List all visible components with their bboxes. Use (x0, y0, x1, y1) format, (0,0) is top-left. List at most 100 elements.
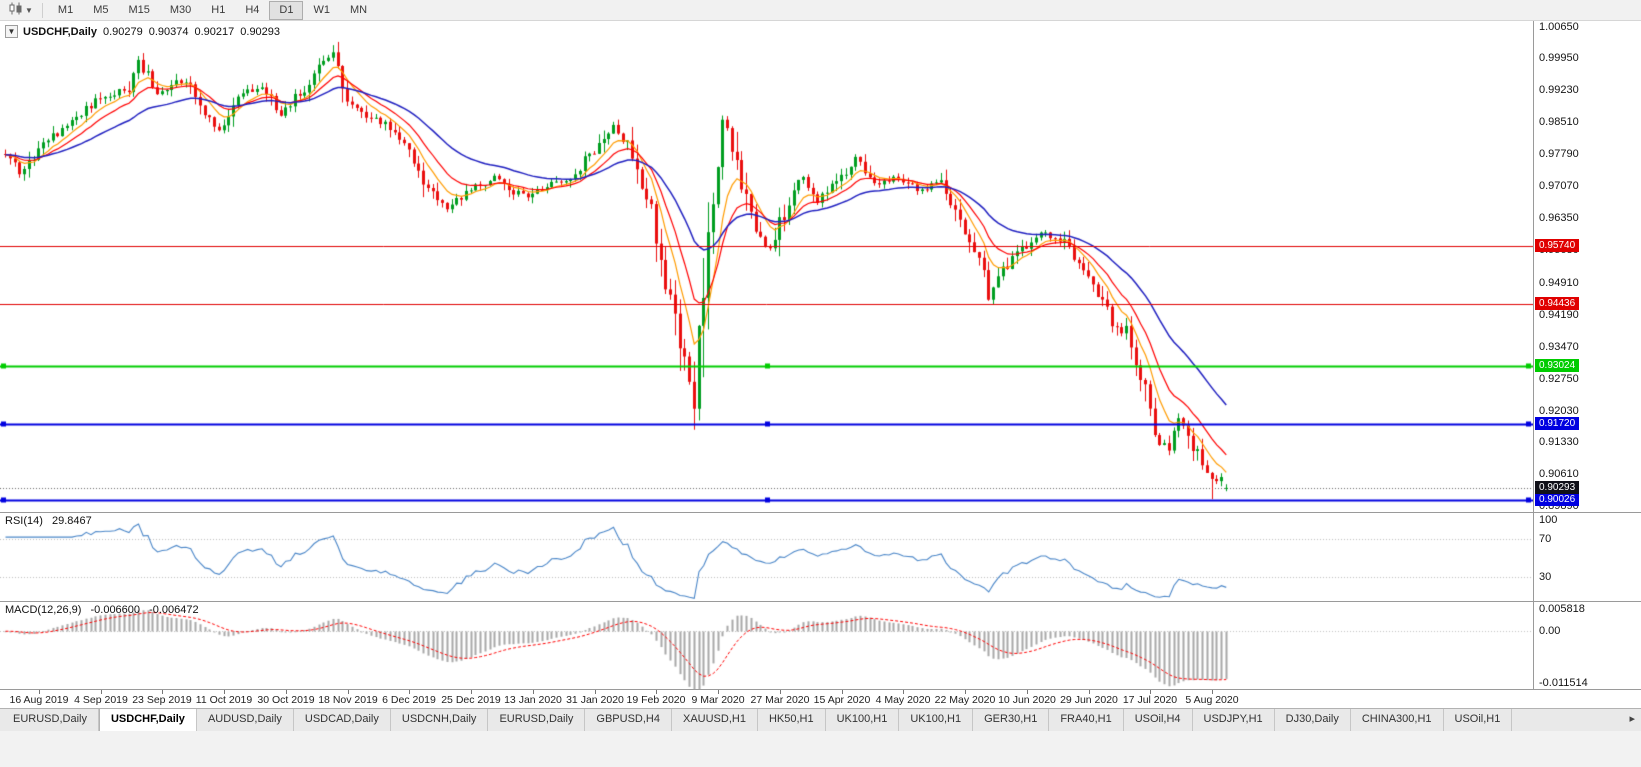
date-axis-label: 10 Jun 2020 (998, 694, 1056, 706)
date-axis-tick (718, 690, 719, 694)
macd-axis[interactable]: 0.005818 0.00 -0.011514 (1534, 602, 1641, 689)
chart-tab-gbpusd-h4[interactable]: GBPUSD,H4 (585, 709, 672, 731)
rsi-axis-label: 100 (1539, 514, 1558, 526)
chart-tab-xauusd-h1[interactable]: XAUUSD,H1 (672, 709, 758, 731)
symbol-dropdown-icon[interactable]: ▼ (5, 25, 18, 38)
date-axis-label: 19 Feb 2020 (626, 694, 686, 706)
chart-tab-usoil-h1[interactable]: USOil,H1 (1444, 709, 1513, 731)
date-axis-label: 17 Jul 2020 (1122, 694, 1178, 706)
timeframe-button-m5[interactable]: M5 (93, 3, 109, 16)
timeframe-button-w1[interactable]: W1 (313, 3, 330, 16)
chart-tab-usdchf-daily[interactable]: USDCHF,Daily (98, 709, 197, 731)
chart-symbol-period: USDCHF,Daily (23, 25, 97, 38)
bottom-filler (0, 731, 1641, 767)
chart-tab-fra40-h1[interactable]: FRA40,H1 (1049, 709, 1124, 731)
date-axis-label: 22 May 2020 (934, 694, 996, 706)
price-axis-label: 0.98510 (1539, 116, 1579, 129)
date-axis-label: 5 Aug 2020 (1185, 694, 1239, 706)
date-axis-label: 4 Sep 2019 (74, 694, 128, 706)
ohlc-open: 0.90279 (102, 25, 143, 38)
timeframe-buttons: M1 M5 M15 M30 H1 H4 D1 W1 MN (48, 0, 377, 20)
price-axis-label: 0.94190 (1539, 308, 1579, 321)
tab-scroll-right-icon[interactable]: ▸ (1629, 713, 1635, 725)
date-axis-tick (286, 690, 287, 694)
timeframe-toolbar: ▼ M1 M5 M15 M30 H1 H4 D1 W1 MN (0, 0, 1641, 21)
date-axis-label: 15 Apr 2020 (813, 694, 871, 706)
date-axis-tick (656, 690, 657, 694)
chart-tab-eurusd-daily[interactable]: EURUSD,Daily (2, 709, 99, 731)
date-axis-tick (471, 690, 472, 694)
macd-canvas[interactable] (0, 602, 1533, 689)
timeframe-button-h4[interactable]: H4 (245, 3, 260, 16)
chart-tab-usoil-h4[interactable]: USOil,H4 (1124, 709, 1193, 731)
ohlc-high: 0.90374 (148, 25, 189, 38)
date-axis-tick (595, 690, 596, 694)
date-axis[interactable]: 16 Aug 2019 4 Sep 2019 23 Sep 2019 11 Oct 2… (0, 690, 1641, 708)
date-axis-tick (409, 690, 410, 694)
date-axis-tick (101, 690, 102, 694)
price-axis-label: 1.00650 (1539, 21, 1579, 34)
chart-tab-eurusd-daily[interactable]: EURUSD,Daily (488, 709, 586, 731)
macd-name: MACD(12,26,9) (5, 604, 82, 616)
macd-indicator-label: MACD(12,26,9) -0.006600 -0.006472 (5, 604, 199, 616)
price-axis-label: 0.93470 (1539, 340, 1579, 353)
main-chart-canvas[interactable] (0, 21, 1533, 512)
macd-axis-label: -0.011514 (1539, 677, 1588, 689)
date-axis-tick (162, 690, 163, 694)
chevron-down-icon: ▼ (25, 5, 33, 15)
price-axis-label: 0.99230 (1539, 84, 1579, 97)
panel-separator[interactable] (0, 601, 1641, 602)
date-axis-label: 13 Jan 2020 (504, 694, 562, 706)
chart-tab-usdcnh-daily[interactable]: USDCNH,Daily (391, 709, 489, 731)
toolbar-separator (41, 2, 43, 18)
date-axis-label: 16 Aug 2019 (9, 694, 69, 706)
date-axis-tick (842, 690, 843, 694)
rsi-canvas[interactable] (0, 513, 1533, 601)
chart-tab-uk100-h1[interactable]: UK100,H1 (899, 709, 974, 731)
chart-tab-usdjpy-h1[interactable]: USDJPY,H1 (1193, 709, 1275, 731)
timeframe-button-m30[interactable]: M30 (169, 3, 192, 16)
date-axis-label: 27 Mar 2020 (750, 694, 810, 706)
price-axis-label: 0.92030 (1539, 404, 1579, 417)
macd-main-value: -0.006600 (90, 604, 141, 616)
hline-price-label: 0.93024 (1535, 359, 1580, 373)
chart-tab-ger30-h1[interactable]: GER30,H1 (973, 709, 1050, 731)
chart-tab-audusd-daily[interactable]: AUDUSD,Daily (197, 709, 294, 731)
price-axis-label: 0.97790 (1539, 148, 1579, 161)
price-axis[interactable]: 1.00650 0.99950 0.99230 0.98510 0.97790 0.970… (1534, 21, 1641, 512)
hline-price-label: 0.94436 (1535, 296, 1580, 310)
price-axis-label: 0.92750 (1539, 372, 1579, 385)
rsi-value: 29.8467 (51, 515, 92, 527)
panel-separator[interactable] (0, 512, 1641, 513)
chart-tab-hk50-h1[interactable]: HK50,H1 (758, 709, 826, 731)
date-axis-label: 9 Mar 2020 (691, 694, 745, 706)
timeframe-button-d1[interactable]: D1 (269, 0, 304, 20)
date-axis-tick (533, 690, 534, 694)
price-axis-label: 0.90610 (1539, 467, 1579, 480)
price-axis-separator (1533, 21, 1534, 689)
date-axis-tick (1150, 690, 1151, 694)
chart-type-button[interactable]: ▼ (4, 1, 37, 19)
date-axis-label: 30 Oct 2019 (257, 694, 315, 706)
date-axis-tick (224, 690, 225, 694)
rsi-axis[interactable]: 100 70 30 (1534, 513, 1641, 601)
timeframe-button-mn[interactable]: MN (349, 3, 368, 16)
macd-signal-value: -0.006472 (149, 604, 199, 616)
chart-tab-usdcad-daily[interactable]: USDCAD,Daily (294, 709, 391, 731)
macd-axis-label: 0.00 (1539, 625, 1561, 638)
rsi-axis-label: 70 (1539, 532, 1552, 545)
chart-tab-china300-h1[interactable]: CHINA300,H1 (1351, 709, 1444, 731)
timeframe-button-h1[interactable]: H1 (211, 3, 226, 16)
rsi-axis-label: 30 (1539, 571, 1552, 584)
date-axis-tick (780, 690, 781, 694)
date-axis-label: 29 Jun 2020 (1060, 694, 1118, 706)
chart-tab-uk100-h1[interactable]: UK100,H1 (826, 709, 900, 731)
timeframe-button-m1[interactable]: M1 (57, 3, 74, 16)
candlestick-chart-icon (8, 2, 23, 18)
date-axis-label: 6 Dec 2019 (382, 694, 436, 706)
ohlc-close: 0.90293 (240, 25, 281, 38)
timeframe-button-m15[interactable]: M15 (128, 3, 150, 16)
chart-tab-dj30-daily[interactable]: DJ30,Daily (1275, 709, 1351, 731)
date-axis-tick (965, 690, 966, 694)
